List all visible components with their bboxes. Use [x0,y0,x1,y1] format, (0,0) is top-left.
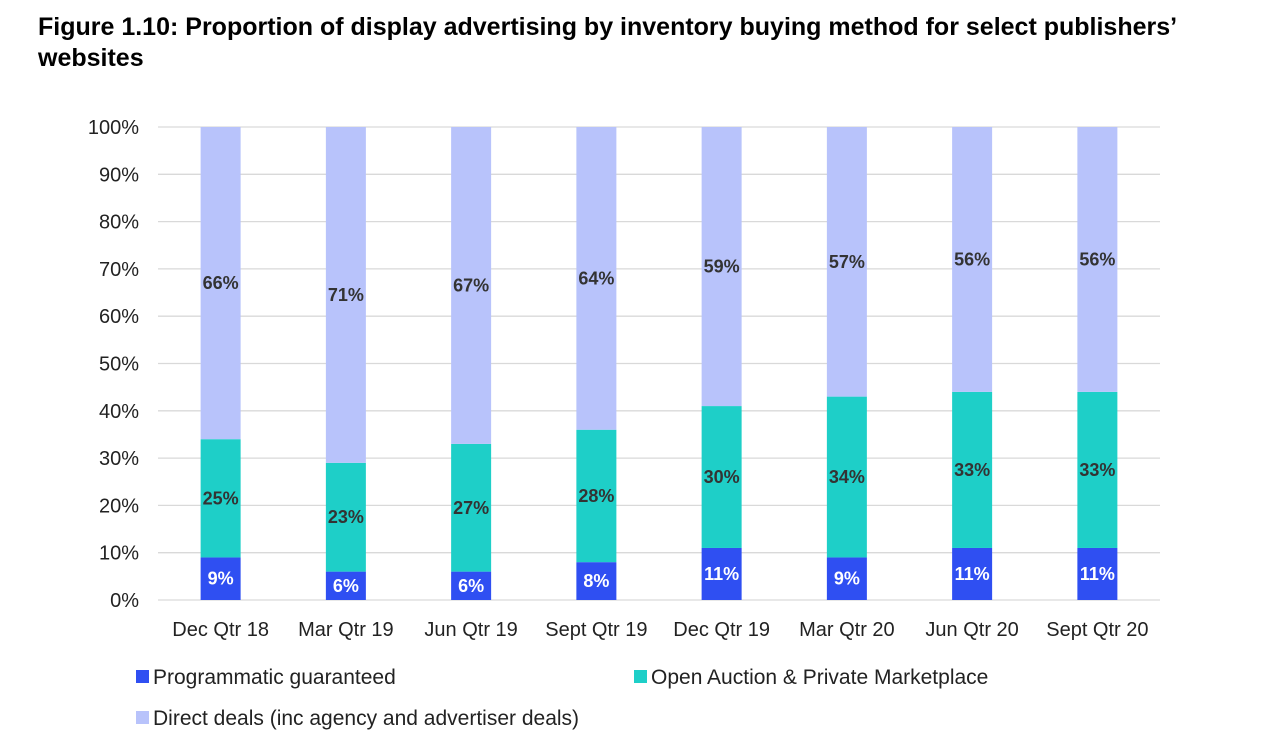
data-label: 11% [1080,564,1115,584]
data-labels: 9% 25% 66% 6% 23% 71% 6% 27% 67% 8% 28% 64% 11% 30% 59… [203,249,1116,595]
bar-segment [826,557,867,600]
data-label: 23% [328,507,364,527]
bar-segment [701,127,742,407]
legend-swatch [136,711,149,724]
x-category-label: Jun Qtr 20 [925,619,1018,641]
bar-segment [451,443,492,572]
legend-swatch [634,670,647,683]
data-label: 59% [704,257,740,277]
legend: Programmatic guaranteed Open Auction & Pr… [136,666,988,730]
bar-segment [576,429,617,563]
data-label: 71% [328,285,364,305]
bar-segment [826,396,867,558]
x-category-label: Mar Qtr 20 [799,619,895,641]
bar-segment [325,127,366,463]
data-label: 25% [203,488,239,508]
y-tick-label: 30% [99,448,139,470]
data-label: 56% [954,249,990,269]
bar-segment [325,571,366,600]
y-tick-label: 0% [110,590,139,612]
y-tick-label: 40% [99,401,139,423]
legend-label: Programmatic guaranteed [153,666,396,689]
legend-swatch [136,670,149,683]
x-category-label: Dec Qtr 18 [172,619,269,641]
data-label: 66% [203,273,239,293]
x-category-label: Jun Qtr 19 [424,619,517,641]
data-label: 30% [704,467,740,487]
data-label: 11% [704,564,739,584]
bar-segment [200,439,241,558]
gridlines [158,126,1160,601]
data-label: 64% [578,268,614,288]
data-label: 9% [834,569,860,589]
bar-segment [952,127,993,392]
data-label: 34% [829,467,865,487]
bar-segment [701,406,742,548]
bar-segment [200,127,241,440]
y-tick-label: 60% [99,306,139,328]
x-axis-categories: Dec Qtr 18 Mar Qtr 19 Jun Qtr 19 Sept Qtr 1… [172,619,1148,641]
legend-label: Open Auction & Private Marketplace [651,666,988,689]
bar-segment [576,562,617,600]
x-category-label: Dec Qtr 19 [673,619,770,641]
x-category-label: Mar Qtr 19 [298,619,394,641]
legend-label: Direct deals (inc agency and advertiser … [153,707,579,730]
bar-segment [451,571,492,600]
bar-segment [325,462,366,572]
bar-segment [1077,127,1118,392]
bar-segment [200,557,241,600]
data-label: 8% [583,571,609,591]
data-label: 28% [578,486,614,506]
x-category-label: Sept Qtr 20 [1046,619,1148,641]
bars [200,127,1118,600]
y-tick-label: 10% [99,543,139,565]
bar-segment [576,127,617,430]
bar-segment [1077,547,1118,600]
bar-segment [952,391,993,548]
data-label: 27% [453,498,489,518]
data-label: 67% [453,275,489,295]
bar-segment [826,127,867,397]
data-label: 56% [1079,249,1115,269]
data-label: 33% [1079,460,1115,480]
data-label: 9% [208,569,234,589]
chart-title: Figure 1.10: Proportion of display adver… [38,13,1176,72]
data-label: 6% [458,576,484,596]
bar-segment [701,547,742,600]
bar-segment [952,547,993,600]
y-tick-label: 50% [99,354,139,376]
x-category-label: Sept Qtr 19 [545,619,647,641]
y-tick-label: 100% [88,117,139,139]
y-tick-label: 20% [99,495,139,517]
data-label: 11% [955,564,990,584]
data-label: 57% [829,252,865,272]
y-tick-label: 70% [99,259,139,281]
bar-segment [451,127,492,444]
y-tick-label: 90% [99,164,139,186]
data-label: 33% [954,460,990,480]
y-tick-label: 80% [99,212,139,234]
y-axis-ticks: 0% 10% 20% 30% 40% 50% 60% 70% 80% 90% 100% [88,117,139,612]
data-label: 6% [333,576,359,596]
bar-segment [1077,391,1118,548]
